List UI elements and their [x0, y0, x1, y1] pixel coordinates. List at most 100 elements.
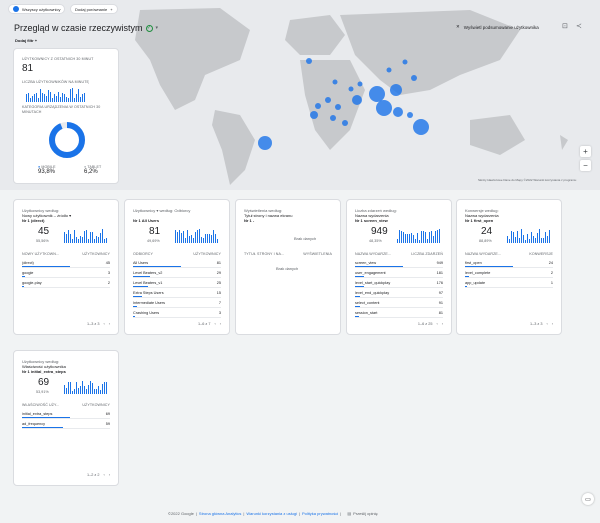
table-row[interactable]: Crashing Users 3 [133, 308, 221, 318]
row-bar [133, 315, 135, 317]
spark-bar [518, 237, 521, 243]
row-value: 24 [548, 260, 553, 265]
chevron-left-icon[interactable]: ‹ [103, 322, 105, 326]
card-heading-2[interactable]: Nowy użytkownik – źródło ▾ [22, 213, 72, 218]
footer-feedback[interactable]: Prześlij opinię [353, 511, 378, 516]
spark-bar [402, 232, 405, 243]
chevron-left-icon[interactable]: ‹ [436, 322, 438, 326]
table-row[interactable]: level_start_quickplay 176 [355, 278, 443, 288]
spark-bar [97, 386, 100, 394]
table-row[interactable]: initial_extra_steps 69 [22, 409, 110, 419]
card-top-value: 45 [38, 226, 50, 237]
spark-bar [59, 97, 62, 102]
device-tablet-value: 6,2% [84, 169, 98, 175]
table-row[interactable]: Extra Steps Users 15 [133, 288, 221, 298]
share-icon[interactable]: ≺ [576, 23, 582, 30]
spark-bar [87, 238, 90, 243]
chevron-left-icon[interactable]: ‹ [214, 322, 216, 326]
spark-bar [408, 234, 411, 243]
chevron-right-icon[interactable]: › [108, 322, 110, 326]
row-value: 2 [550, 270, 553, 275]
table-row[interactable]: screen_view 949 [355, 258, 443, 268]
card-heading-2[interactable]: Właściwość użytkownika [22, 364, 66, 369]
table-row[interactable]: All Users 81 [133, 258, 221, 268]
table-row[interactable]: app_update 1 [465, 278, 553, 288]
chevron-right-icon[interactable]: › [441, 322, 443, 326]
row-bar [22, 265, 71, 267]
table-row[interactable]: Level Beaters_v1 25 [133, 278, 221, 288]
chevron-right-icon[interactable]: › [108, 473, 110, 477]
table-row[interactable]: (direct) 45 [22, 258, 110, 268]
table-row[interactable]: session_start 81 [355, 308, 443, 318]
footer-link-home[interactable]: Strona główna Analytics [198, 511, 242, 516]
feedback-icon[interactable]: ▭ [582, 493, 594, 505]
chevron-right-icon[interactable]: › [551, 322, 553, 326]
device-category-label: KATEGORIA URZĄDZENIA W OSTATNICH 30 MINU… [22, 105, 101, 114]
card-heading-2[interactable]: Nazwa wydarzenia [355, 213, 389, 218]
footer-link-privacy[interactable]: Polityka prywatności [302, 511, 339, 516]
spark-bar [186, 230, 189, 243]
spark-bar [95, 388, 98, 394]
spark-bar [194, 232, 197, 243]
spark-bar [526, 234, 529, 243]
spark-bar [93, 389, 96, 394]
table-row[interactable]: level_end_quickplay 97 [355, 288, 443, 298]
spark-bar [544, 232, 547, 243]
table-row[interactable]: Level Beaters_v2 29 [133, 268, 221, 278]
footer-copyright: ©2022 Google [168, 511, 194, 516]
pagination-label: 1–2 z 2 [87, 473, 100, 477]
feedback-icon-small: ▤ [347, 511, 352, 516]
chevron-left-icon[interactable]: ‹ [546, 322, 548, 326]
card-heading-2[interactable]: Tytuł strony i nazwa ekranu [244, 213, 293, 218]
zoom-out-icon[interactable]: − [580, 160, 591, 171]
table-row[interactable]: ad_frequency 59 [22, 419, 110, 429]
user-snapshot-button[interactable]: ✕ Wyświetl podsumowanie użytkownika [456, 24, 539, 30]
pagination-label: 1–3 z 3 [87, 322, 100, 326]
row-name: (direct) [22, 260, 34, 265]
spark-bar [424, 232, 427, 243]
row-value: 949 [436, 260, 443, 265]
spark-bar [31, 96, 34, 102]
footer-separator: | [243, 511, 245, 516]
table-row[interactable]: google-play 2 [22, 278, 110, 288]
add-comparison-button[interactable]: Dodaj porównanie + [70, 4, 118, 14]
spark-bar [99, 390, 102, 394]
realtime-map[interactable]: Wszyscy użytkownicy Dodaj porównanie + P… [0, 0, 600, 190]
spark-bar [57, 91, 60, 102]
chevron-down-icon[interactable]: ▾ [155, 25, 159, 31]
card-sparkline [507, 229, 557, 243]
spark-bar [196, 229, 199, 243]
card-heading-2[interactable]: Nazwa wydarzenia [465, 213, 499, 218]
table-row[interactable]: user_engagement 181 [355, 268, 443, 278]
spark-bar [397, 238, 399, 243]
edit-icon[interactable]: ⊡ [562, 23, 568, 30]
column-header-metric: UŻYTKOWNICY [193, 252, 221, 256]
spark-bar [79, 385, 82, 394]
table-row[interactable]: level_complete 2 [465, 268, 553, 278]
spark-bar [428, 231, 431, 243]
card-top-percent: 88,89% [479, 239, 492, 243]
zoom-in-icon[interactable]: + [580, 146, 591, 157]
footer-link-terms[interactable]: Warunki korzystania z usługi [246, 511, 297, 516]
table-row[interactable]: first_open 24 [465, 258, 553, 268]
users-by-source-card: Użytkownicy według: Nowy użytkownik – źró… [13, 199, 119, 335]
chevron-left-icon[interactable]: ‹ [103, 473, 105, 477]
device-tablet-label: ● TABLET [84, 165, 102, 169]
spark-bar [190, 235, 193, 243]
table-row[interactable]: select_content 91 [355, 298, 443, 308]
spark-bar [45, 95, 48, 102]
add-filter-button[interactable]: Dodaj filtr + [15, 38, 37, 43]
footer: ©2022 Google | Strona główna Analytics |… [168, 511, 378, 516]
spark-bar [426, 238, 429, 243]
table-row[interactable]: Intermediate Users 7 [133, 298, 221, 308]
chevron-right-icon[interactable]: › [219, 322, 221, 326]
card-heading-1: Konwersje według: [465, 208, 499, 213]
spark-bar [77, 88, 79, 102]
comparison-chip-all-users[interactable]: Wszyscy użytkownicy [8, 4, 66, 14]
table-row[interactable]: google 3 [22, 268, 110, 278]
row-bar [465, 275, 470, 277]
spark-bar [87, 384, 90, 394]
spark-bar [420, 230, 423, 243]
spark-bar [71, 88, 74, 102]
spark-bar [75, 94, 77, 102]
